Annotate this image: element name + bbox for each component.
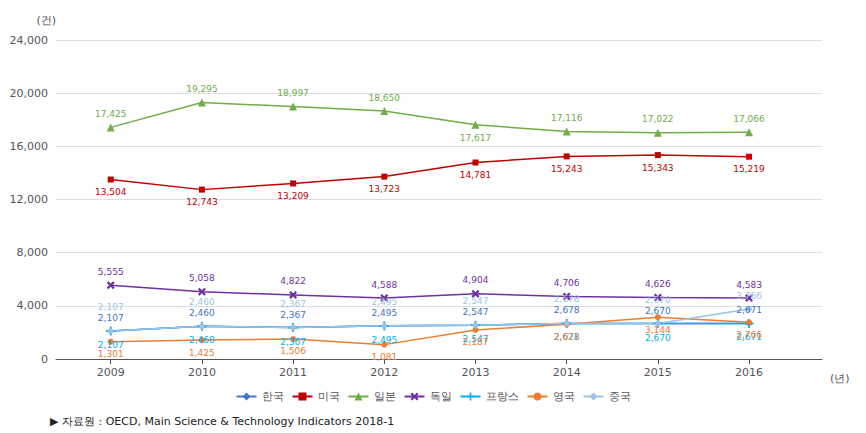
svg-text:일본: 일본 <box>374 390 396 403</box>
svg-text:19,295: 19,295 <box>186 84 218 94</box>
svg-text:15,243: 15,243 <box>551 164 583 174</box>
svg-text:12,000: 12,000 <box>10 193 49 206</box>
svg-text:2,621: 2,621 <box>554 332 580 342</box>
svg-text:2,678: 2,678 <box>554 305 580 315</box>
svg-text:2016: 2016 <box>735 366 763 379</box>
svg-text:4,583: 4,583 <box>736 280 762 290</box>
svg-text:2,495: 2,495 <box>371 335 397 345</box>
svg-text:5,555: 5,555 <box>98 267 124 277</box>
svg-text:2011: 2011 <box>279 366 307 379</box>
svg-text:4,822: 4,822 <box>280 276 306 286</box>
svg-text:2,495: 2,495 <box>371 297 397 307</box>
svg-text:2,460: 2,460 <box>189 308 215 318</box>
svg-text:13,723: 13,723 <box>369 184 401 194</box>
svg-text:2015: 2015 <box>644 366 672 379</box>
svg-text:17,066: 17,066 <box>733 114 765 124</box>
svg-text:4,588: 4,588 <box>371 280 397 290</box>
svg-text:2,460: 2,460 <box>189 335 215 345</box>
svg-text:13,504: 13,504 <box>95 187 127 197</box>
svg-text:1,081: 1,081 <box>371 352 397 362</box>
svg-text:2,766: 2,766 <box>736 330 762 340</box>
svg-text:2,671: 2,671 <box>736 305 762 315</box>
svg-text:5,058: 5,058 <box>189 273 215 283</box>
svg-text:4,904: 4,904 <box>463 275 489 285</box>
svg-text:2012: 2012 <box>370 366 398 379</box>
svg-text:2,107: 2,107 <box>97 340 124 350</box>
svg-text:3,144: 3,144 <box>645 325 671 335</box>
svg-text:2013: 2013 <box>461 366 489 379</box>
svg-text:2,367: 2,367 <box>280 299 306 309</box>
svg-text:프랑스: 프랑스 <box>486 390 519 403</box>
svg-text:24,000: 24,000 <box>10 34 49 47</box>
svg-text:4,706: 4,706 <box>554 278 580 288</box>
svg-text:(건): (건) <box>36 14 56 27</box>
svg-text:2,670: 2,670 <box>645 306 671 316</box>
svg-text:영국: 영국 <box>553 390 575 403</box>
svg-text:16,000: 16,000 <box>10 140 49 153</box>
svg-text:17,116: 17,116 <box>551 113 583 123</box>
svg-text:1,506: 1,506 <box>280 346 306 356</box>
svg-text:3,766: 3,766 <box>736 291 762 301</box>
svg-text:2,547: 2,547 <box>463 296 489 306</box>
svg-text:2,367: 2,367 <box>280 310 306 320</box>
svg-text:2,670: 2,670 <box>645 295 671 305</box>
svg-text:0: 0 <box>41 353 48 366</box>
svg-text:17,617: 17,617 <box>460 133 492 143</box>
svg-text:2,547: 2,547 <box>463 307 489 317</box>
svg-text:15,219: 15,219 <box>733 164 765 174</box>
svg-text:20,000: 20,000 <box>10 87 49 100</box>
svg-text:1,301: 1,301 <box>98 349 124 359</box>
svg-text:12,743: 12,743 <box>186 197 218 207</box>
svg-text:1,425: 1,425 <box>189 348 215 358</box>
svg-text:2009: 2009 <box>97 366 125 379</box>
svg-text:▶ 자료원 : OECD, Main Science & T: ▶ 자료원 : OECD, Main Science & Technology … <box>50 415 394 428</box>
svg-text:4,000: 4,000 <box>17 299 49 312</box>
svg-text:8,000: 8,000 <box>17 246 49 259</box>
svg-text:2010: 2010 <box>188 366 216 379</box>
svg-text:중국: 중국 <box>609 390 631 403</box>
svg-text:2,187: 2,187 <box>463 337 489 347</box>
svg-text:15,343: 15,343 <box>642 163 674 173</box>
svg-text:2,678: 2,678 <box>554 332 580 342</box>
svg-text:18,997: 18,997 <box>277 88 309 98</box>
svg-text:2,670: 2,670 <box>645 332 671 343</box>
svg-text:17,425: 17,425 <box>95 109 127 119</box>
svg-text:한국: 한국 <box>262 390 284 403</box>
svg-text:2014: 2014 <box>553 366 581 379</box>
svg-text:2,107: 2,107 <box>98 302 124 312</box>
svg-text:2,107: 2,107 <box>98 313 124 323</box>
svg-text:18,650: 18,650 <box>369 93 401 103</box>
svg-text:4,626: 4,626 <box>645 279 671 289</box>
svg-text:2,367: 2,367 <box>280 337 306 347</box>
svg-text:(년): (년) <box>830 372 850 385</box>
svg-text:14,781: 14,781 <box>460 170 492 180</box>
svg-text:미국: 미국 <box>318 390 340 403</box>
svg-text:2,495: 2,495 <box>371 308 397 318</box>
svg-text:2,678: 2,678 <box>554 294 580 304</box>
svg-text:13,209: 13,209 <box>277 191 309 201</box>
svg-text:독일: 독일 <box>430 390 452 403</box>
svg-text:2,460: 2,460 <box>189 297 215 307</box>
svg-text:17,022: 17,022 <box>642 114 674 124</box>
